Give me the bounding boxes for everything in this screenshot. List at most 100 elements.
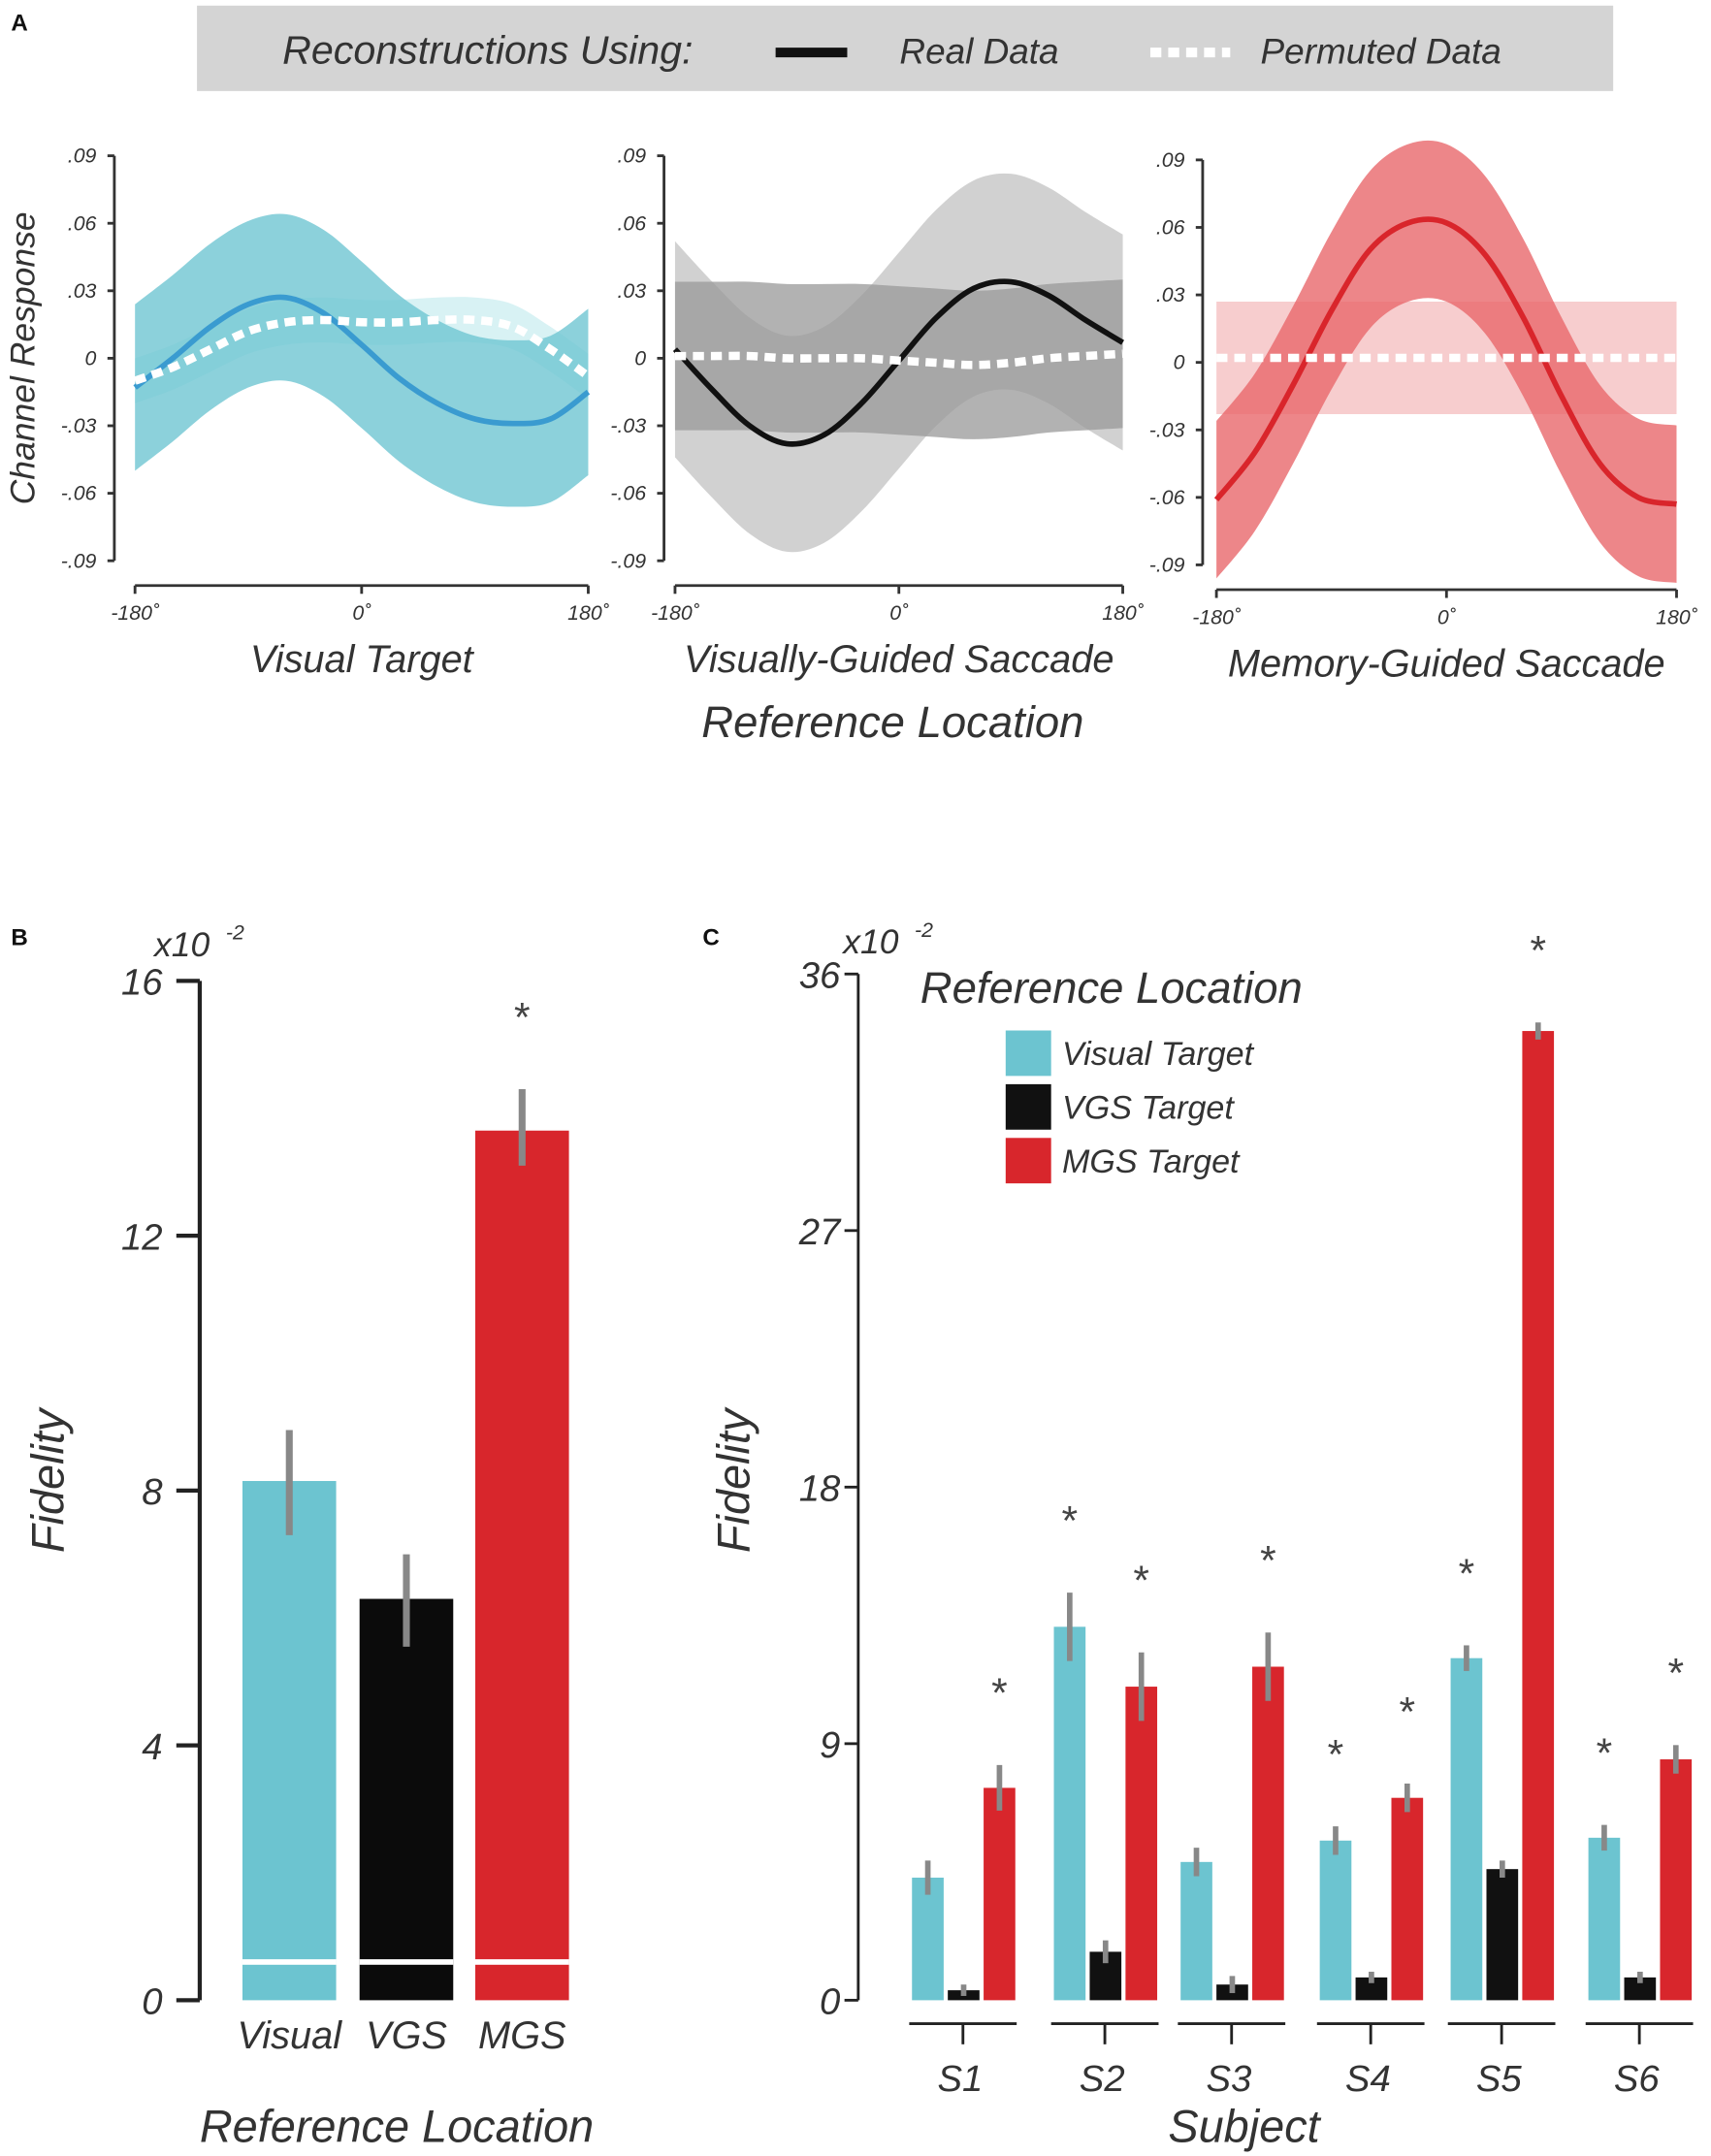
y-axis-label: Fidelity [709,1406,759,1553]
bar-s3-2 [1252,1666,1284,2001]
y-tick-label: -.03 [1149,418,1185,441]
y-tick-label: 0 [634,347,646,370]
bar-mgs [475,1130,569,2001]
x-tick-label: 180˚ [1102,601,1145,625]
real-ci-band [135,213,589,507]
real-ci-band [1216,140,1677,584]
x-tick-label: -180˚ [1192,606,1242,629]
x-tick-label: S6 [1614,2058,1661,2100]
legend-swatch [1005,1083,1051,1130]
x-tick-label: S1 [937,2058,983,2100]
x-axis-label: Subject [1168,2102,1321,2152]
subplot-title: Visually-Guided Saccade [684,638,1114,681]
y-tick-label: .06 [618,211,647,235]
y-tick-label: .03 [68,279,97,303]
significance-star: * [514,994,531,1041]
x-tick-label: 0˚ [352,601,371,625]
legend-swatch [1005,1138,1051,1184]
bar-s2-0 [1053,1626,1086,2001]
y-tick-label: .03 [1156,283,1185,306]
x-tick-label: 0˚ [1437,606,1457,629]
y-scale-label: x10 [152,925,210,964]
significance-star: * [991,1670,1008,1717]
subplot-3: .09 .06 .03 0 -.03 -.06 -.09 -180˚ 0˚ 180˚ Memory-… [1149,140,1698,685]
significance-star: * [1260,1538,1276,1585]
y-tick-label: 27 [798,1211,842,1253]
y-tick-label: 0 [85,347,97,370]
panel-label-a: A [11,10,27,36]
y-tick-label: 9 [820,1724,840,1766]
y-tick-label: 16 [121,962,163,1004]
y-tick-label: .09 [618,145,647,168]
bar-s6-2 [1660,1759,1693,2001]
x-tick-label: S4 [1345,2058,1391,2100]
x-tick-label: S5 [1476,2058,1523,2100]
subplot-title: Visual Target [250,638,475,681]
y-scale-label: x10 [841,922,898,961]
y-tick-label: -.03 [61,414,97,437]
permuted-data-line [674,349,1123,370]
y-tick-label: .03 [618,279,647,303]
bar-s4-0 [1319,1840,1352,2001]
y-tick-label: 4 [142,1726,162,1768]
y-tick-label: .09 [68,145,97,168]
baseline-marker [242,1959,337,1965]
bar-s4-2 [1391,1797,1424,2001]
baseline-marker [475,1959,569,1965]
bar-s6-0 [1588,1837,1621,2001]
y-tick-label: 8 [142,1471,163,1513]
significance-star: * [1062,1497,1079,1544]
y-axis-label-a: Channel Response [4,211,43,504]
bar-s4-1 [1355,1977,1388,2001]
x-tick-label: 180˚ [567,601,610,625]
bar-visual [242,1481,337,2001]
significance-star: * [1530,928,1546,975]
subplot-title: Memory-Guided Saccade [1228,642,1665,685]
significance-star: * [1667,1651,1684,1697]
panel-label-b: B [11,924,27,950]
y-tick-label: 36 [799,954,841,996]
panel-label-c: C [702,924,719,950]
legend-label: MGS Target [1062,1143,1241,1180]
legend-title: Reference Location [920,963,1303,1013]
subplot-1: .09 .06 .03 0 -.03 -.06 -.09 -180˚ 0˚ 180˚ Visual … [61,145,610,682]
y-scale-exponent: -2 [915,918,933,942]
y-tick-label: -.06 [61,482,97,505]
y-tick-label: -.09 [610,549,646,572]
bar-s5-2 [1522,1031,1555,2001]
x-axis-label-a: Reference Location [701,697,1083,747]
legend-title-a: Reconstructions Using: [282,27,693,72]
bar-s6-1 [1624,1977,1657,2001]
y-tick-label: -.09 [61,549,97,572]
legend-label: VGS Target [1062,1089,1235,1126]
baseline-marker [359,1959,454,1965]
x-tick-label: VGS [366,2014,447,2057]
y-tick-label: 0 [1174,351,1185,374]
legend-label-permuted: Permuted Data [1261,31,1501,71]
significance-star: * [1133,1558,1149,1604]
bar-s5-0 [1450,1657,1483,2001]
bar-s2-2 [1125,1687,1158,2001]
bar-s1-0 [912,1877,944,2001]
x-tick-label: 180˚ [1656,606,1698,629]
legend-label-real: Real Data [899,31,1058,71]
x-tick-label: -180˚ [111,601,160,625]
y-scale-exponent: -2 [226,921,244,945]
y-tick-label: .06 [68,211,97,235]
bar-s3-0 [1180,1861,1212,2001]
x-tick-label: MGS [478,2014,566,2057]
y-tick-label: -.09 [1149,554,1185,577]
significance-star: * [1459,1551,1475,1597]
permuted-data-line [133,315,591,385]
x-tick-label: 0˚ [889,601,909,625]
x-tick-label: -180˚ [651,601,700,625]
y-tick-label: -.06 [610,482,646,505]
significance-star: * [1400,1689,1416,1735]
y-tick-label: 0 [142,1981,162,2023]
bar-s5-1 [1486,1869,1519,2001]
x-tick-label: Visual [237,2014,342,2057]
y-tick-label: 18 [799,1468,841,1510]
real-data-line [1213,216,1677,507]
y-tick-label: .09 [1156,148,1185,172]
legend-box-a [197,5,1614,91]
